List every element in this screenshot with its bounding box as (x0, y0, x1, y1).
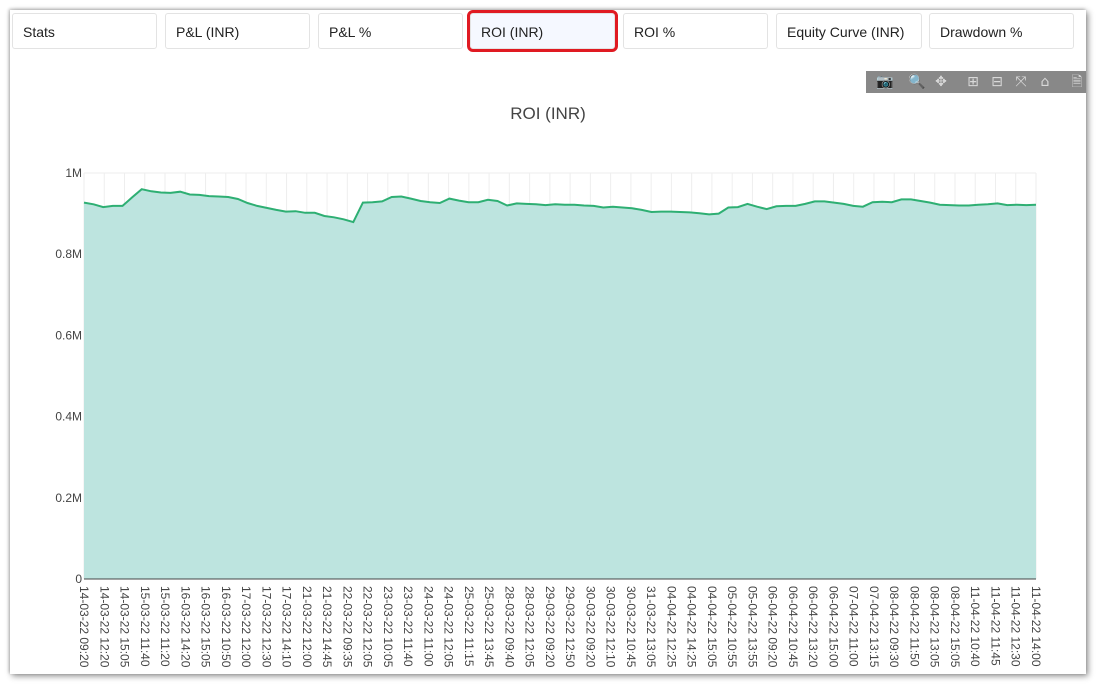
x-tick-label: 06-04-22 15:00 (826, 586, 840, 668)
x-tick-label: 14-03-22 15:05 (118, 586, 132, 668)
x-tick-label: 11-04-22 11:45 (988, 586, 1002, 666)
tab-equity-curve[interactable]: Equity Curve (INR) (776, 13, 922, 49)
x-tick-label: 17-03-22 12:00 (239, 586, 253, 668)
x-tick-label: 14-03-22 09:20 (77, 586, 91, 668)
x-tick-label: 07-04-22 11:00 (847, 586, 861, 667)
x-tick-label: 21-03-22 12:00 (300, 586, 314, 668)
y-tick-label: 0.2M (55, 491, 82, 505)
x-tick-label: 14-03-22 12:20 (97, 586, 111, 668)
x-tick-label: 04-04-22 15:05 (705, 586, 719, 668)
x-tick-label: 28-03-22 12:05 (523, 586, 537, 668)
x-tick-label: 31-03-22 13:05 (644, 586, 658, 668)
x-tick-label: 15-03-22 11:40 (138, 586, 152, 667)
app-window: Stats P&L (INR) P&L % ROI (INR) ROI % Eq… (10, 10, 1086, 674)
x-tick-label: 11-04-22 10:40 (968, 586, 982, 667)
x-tick-label: 30-03-22 09:20 (583, 586, 597, 668)
y-tick-label: 0.4M (55, 410, 82, 424)
zoom-out-icon[interactable]: ⊟ (991, 74, 1003, 90)
pan-icon[interactable]: ✥ (935, 74, 947, 90)
zoom-icon[interactable]: 🔍 (908, 74, 926, 90)
y-tick-label: 0.8M (55, 247, 82, 261)
tab-stats[interactable]: Stats (12, 13, 157, 49)
roi-area (84, 189, 1036, 579)
x-tick-label: 11-04-22 14:00 (1029, 586, 1043, 667)
x-tick-label: 05-04-22 13:55 (745, 586, 759, 668)
x-tick-label: 17-03-22 12:30 (259, 586, 273, 668)
tab-pnl-inr[interactable]: P&L (INR) (165, 13, 310, 49)
x-tick-label: 08-04-22 15:05 (948, 586, 962, 668)
tab-roi-percent[interactable]: ROI % (623, 13, 768, 49)
tab-bar: Stats P&L (INR) P&L % ROI (INR) ROI % Eq… (10, 10, 1086, 52)
x-tick-label: 16-03-22 14:20 (178, 586, 192, 668)
x-tick-label: 24-03-22 11:00 (421, 586, 435, 667)
x-tick-label: 16-03-22 10:50 (219, 586, 233, 668)
y-tick-label: 0.6M (55, 328, 82, 342)
x-tick-label: 06-04-22 10:45 (786, 586, 800, 668)
chart-toolbar: 📷 🔍 ✥ ⊞ ⊟ ⤧ ⌂ 🗎 (866, 71, 1086, 93)
roi-chart: 0 0.2M 0.4M 0.6M 0.8M 1M 14-03-22 09:20 14-03-2… (55, 166, 1043, 668)
x-tick-label: 06-04-22 13:20 (806, 586, 820, 668)
x-tick-label: 11-04-22 12:30 (1009, 586, 1023, 667)
x-tick-label: 15-03-22 11:20 (158, 586, 172, 667)
x-tick-label: 29-03-22 09:20 (543, 586, 557, 668)
x-tick-label: 06-04-22 09:20 (766, 586, 780, 668)
x-tick-label: 04-04-22 14:25 (685, 586, 699, 668)
tab-drawdown[interactable]: Drawdown % (929, 13, 1074, 49)
x-tick-label: 08-04-22 09:30 (887, 586, 901, 668)
home-icon[interactable]: ⌂ (1040, 74, 1050, 90)
x-tick-label: 23-03-22 11:40 (401, 586, 415, 667)
chart-title: ROI (INR) (510, 104, 586, 123)
x-tick-label: 08-04-22 11:50 (907, 586, 921, 667)
x-tick-label: 30-03-22 10:45 (624, 586, 638, 668)
x-tick-label: 25-03-22 13:45 (482, 586, 496, 668)
camera-icon[interactable]: 📷 (876, 74, 894, 90)
x-tick-label: 17-03-22 14:10 (280, 586, 294, 668)
autoscale-icon[interactable]: ⤧ (1015, 74, 1027, 90)
x-tick-label: 16-03-22 15:05 (199, 586, 213, 668)
download-icon[interactable]: 🗎 (1071, 74, 1083, 90)
x-tick-label: 23-03-22 10:05 (381, 586, 395, 668)
x-tick-label: 08-04-22 13:05 (928, 586, 942, 668)
x-tick-label: 29-03-22 12:50 (563, 586, 577, 668)
roi-line (83, 188, 1037, 224)
tab-pnl-percent[interactable]: P&L % (318, 13, 463, 49)
x-tick-label: 22-03-22 12:05 (361, 586, 375, 668)
x-tick-label: 04-04-22 12:25 (664, 586, 678, 668)
tab-roi-inr[interactable]: ROI (INR) (467, 10, 618, 52)
y-tick-label: 1M (65, 166, 82, 180)
x-tick-label: 22-03-22 09:35 (340, 586, 354, 668)
x-tick-label: 21-03-22 14:45 (320, 586, 334, 668)
x-tick-label: 05-04-22 10:55 (725, 586, 739, 668)
zoom-in-icon[interactable]: ⊞ (967, 74, 979, 90)
x-tick-label: 25-03-22 11:15 (462, 586, 476, 667)
x-tick-label: 07-04-22 13:15 (867, 586, 881, 668)
x-tick-label: 30-03-22 12:10 (604, 586, 618, 668)
y-tick-label: 0 (75, 572, 82, 586)
x-tick-label: 24-03-22 12:05 (442, 586, 456, 668)
x-tick-label: 28-03-22 09:40 (502, 586, 516, 668)
